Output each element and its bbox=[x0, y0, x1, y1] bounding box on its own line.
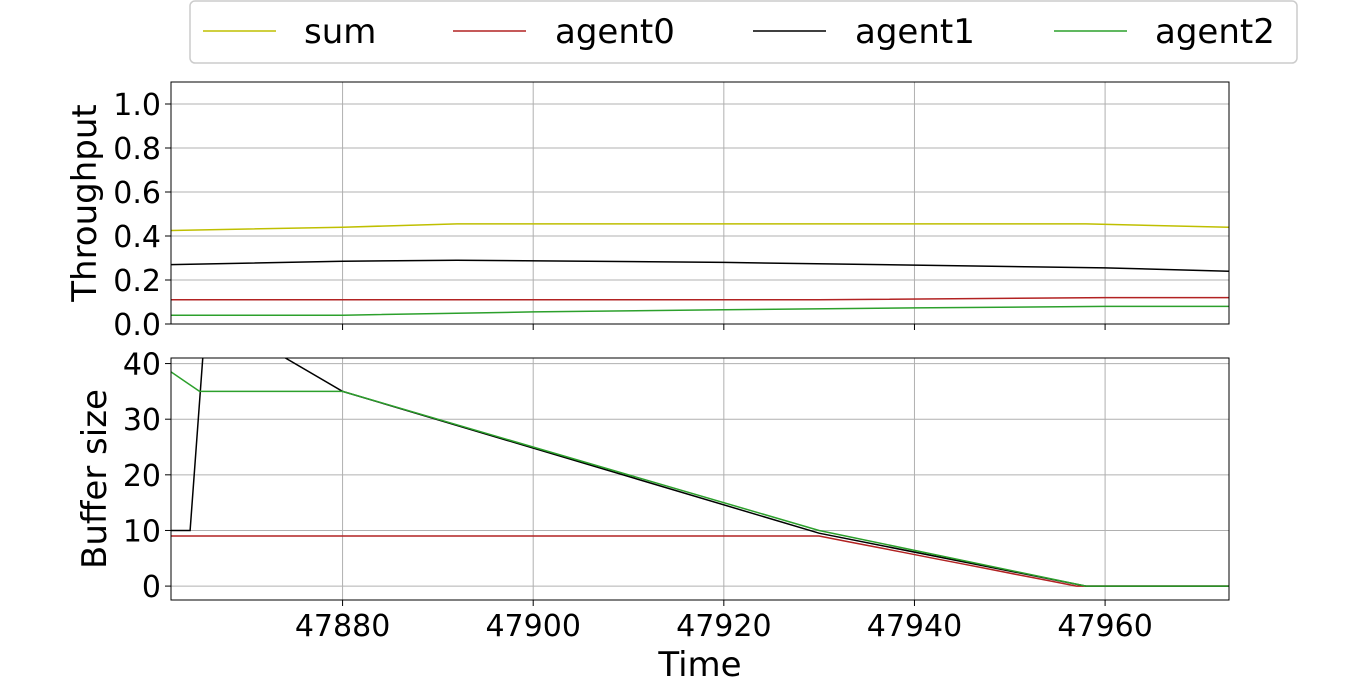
buffer-x-tick-label: 47920 bbox=[676, 609, 771, 644]
legend-label-sum: sum bbox=[304, 12, 376, 52]
buffer-y-tick-label: 0 bbox=[142, 570, 161, 605]
throughput-y-tick-label: 0.2 bbox=[113, 264, 161, 299]
buffer-y-tick-label: 40 bbox=[123, 348, 161, 383]
throughput-series-agent0 bbox=[171, 296, 1229, 301]
throughput-y-tick-label: 0.6 bbox=[113, 176, 161, 211]
legend: sum agent0 agent1 agent2 bbox=[189, 0, 1298, 64]
buffer-x-tick-label: 47960 bbox=[1057, 609, 1152, 644]
time-axis-label: Time bbox=[657, 645, 741, 681]
throughput-y-tick-label: 1.0 bbox=[113, 88, 161, 123]
legend-label-agent1: agent1 bbox=[855, 12, 975, 52]
legend-box bbox=[189, 0, 1298, 64]
throughput-axes-frame bbox=[170, 81, 1230, 325]
buffer-size-axis-label: Buffer size bbox=[75, 389, 115, 569]
buffer-axes-frame bbox=[170, 357, 1230, 601]
throughput-series-agent2 bbox=[171, 305, 1229, 316]
buffer-y-tick-label: 10 bbox=[123, 514, 161, 549]
throughput-series-sum bbox=[171, 223, 1229, 232]
buffer-size-panel: 47880 47900 47920 47940 47960 0 10 20 30 40 bbox=[123, 348, 1230, 644]
legend-label-agent0: agent0 bbox=[555, 12, 675, 52]
throughput-panel: 0.0 0.2 0.4 0.6 0.8 1.0 bbox=[113, 81, 1230, 343]
throughput-y-tick-label: 0.0 bbox=[113, 308, 161, 343]
buffer-series-agent0 bbox=[171, 535, 1229, 587]
buffer-y-tick-label: 20 bbox=[123, 459, 161, 494]
buffer-x-tick-label: 47940 bbox=[867, 609, 962, 644]
throughput-y-tick-label: 0.4 bbox=[113, 220, 161, 255]
buffer-y-tick-label: 30 bbox=[123, 403, 161, 438]
buffer-series-agent2 bbox=[171, 371, 1229, 587]
throughput-y-tick-label: 0.8 bbox=[113, 132, 161, 167]
throughput-series-agent1 bbox=[171, 259, 1229, 272]
buffer-x-tick-label: 47880 bbox=[295, 609, 390, 644]
buffer-x-tick-label: 47900 bbox=[485, 609, 580, 644]
throughput-axis-label: Throughput bbox=[65, 104, 105, 303]
legend-label-agent2: agent2 bbox=[1155, 12, 1275, 52]
